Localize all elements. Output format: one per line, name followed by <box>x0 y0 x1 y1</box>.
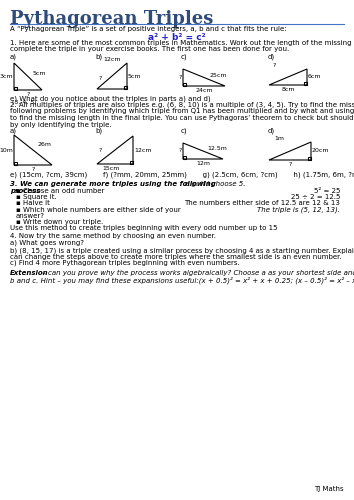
Text: by only identifying the triple.: by only identifying the triple. <box>10 122 112 128</box>
Text: e) What do you notice about the triples in parts a) and d): e) What do you notice about the triples … <box>10 95 211 102</box>
Text: ?: ? <box>99 76 102 80</box>
Text: ▪ Which whole numbers are either side of your: ▪ Which whole numbers are either side of… <box>16 206 181 212</box>
Text: answer?: answer? <box>16 213 45 219</box>
Text: 5cm: 5cm <box>33 71 46 76</box>
Text: 20cm: 20cm <box>312 148 330 154</box>
Text: a) What goes wrong?: a) What goes wrong? <box>10 240 84 246</box>
Text: 12cm: 12cm <box>103 57 121 62</box>
Text: ▪ Halve it: ▪ Halve it <box>16 200 50 206</box>
Text: b): b) <box>95 128 102 134</box>
Text: c): c) <box>181 53 188 60</box>
Text: 15cm: 15cm <box>102 166 120 171</box>
Text: 26m: 26m <box>37 142 51 148</box>
Text: b): b) <box>95 53 102 60</box>
Text: 6cm: 6cm <box>308 74 321 80</box>
Text: Pythagorean Triples: Pythagorean Triples <box>10 10 213 28</box>
Text: 12cm: 12cm <box>134 148 152 152</box>
Text: 8cm: 8cm <box>281 87 295 92</box>
Text: ?: ? <box>273 63 276 68</box>
Text: d): d) <box>268 128 275 134</box>
Text: e) (15cm, ?cm, 39cm)       f) (?mm, 20mm, 25mm)       g) (2.5cm, 6cm, ?cm)      : e) (15cm, ?cm, 39cm) f) (?mm, 20mm, 25mm… <box>10 171 354 177</box>
Text: 12m: 12m <box>196 161 210 166</box>
Text: – can you prove why the process works algebraically? Choose a as your shortest s: – can you prove why the process works al… <box>40 270 354 276</box>
Text: ?: ? <box>31 167 35 172</box>
Text: TJ Maths: TJ Maths <box>314 486 344 492</box>
Text: 12.5m: 12.5m <box>207 146 227 152</box>
Text: 24cm: 24cm <box>195 88 213 93</box>
Text: a): a) <box>10 128 17 134</box>
Text: d): d) <box>268 53 275 60</box>
Text: ?: ? <box>179 148 182 154</box>
Text: c) Find 4 more Pythagorean triples beginning with even numbers.: c) Find 4 more Pythagorean triples begin… <box>10 260 240 266</box>
Text: ▪ Choose an odd number: ▪ Choose an odd number <box>16 188 104 194</box>
Text: process: process <box>10 188 40 194</box>
Text: Extension: Extension <box>10 270 48 276</box>
Text: ?: ? <box>26 92 30 97</box>
Text: b) (8, 15, 17) is a triple created using a similar process by choosing 4 as a st: b) (8, 15, 17) is a triple created using… <box>10 247 354 254</box>
Text: b and c. Hint – you may find these expansions useful:(x + 0.5)² = x² + x + 0.25;: b and c. Hint – you may find these expan… <box>10 276 354 284</box>
Text: 1m: 1m <box>274 136 284 141</box>
Text: Use this method to create triples beginning with every odd number up to 15: Use this method to create triples beginn… <box>10 225 278 231</box>
Text: a² + b² = c²: a² + b² = c² <box>148 34 206 42</box>
Text: 1. Here are some of the most common triples in Mathematics. Work out the length : 1. Here are some of the most common trip… <box>10 40 354 46</box>
Text: e.g. If I choose 5.: e.g. If I choose 5. <box>185 181 246 187</box>
Text: ▪ Square it.: ▪ Square it. <box>16 194 57 200</box>
Text: to find the missing length in the final triple. You can use Pythagoras’ theorem : to find the missing length in the final … <box>10 115 354 121</box>
Text: 2. All multiples of triples are also triples e.g. (6, 8, 10) is a multiple of (3: 2. All multiples of triples are also tri… <box>10 102 354 108</box>
Text: (3, 4, 5): (3, 4, 5) <box>12 100 36 105</box>
Text: can change the steps above to create more triples where the smallest side is an : can change the steps above to create mor… <box>10 254 342 260</box>
Text: ?: ? <box>288 162 292 167</box>
Text: complete the triple in your exercise books. The first one has been done for you.: complete the triple in your exercise boo… <box>10 46 289 52</box>
Text: A “Pythagorean Triple” is a set of positive integers, a, b and c that fits the r: A “Pythagorean Triple” is a set of posit… <box>10 26 287 32</box>
Text: 25cm: 25cm <box>209 73 227 78</box>
Text: c): c) <box>181 128 188 134</box>
Text: ▪ Write down your triple.: ▪ Write down your triple. <box>16 219 103 225</box>
Text: 5cm: 5cm <box>128 74 142 78</box>
Text: 3. We can generate more triples using the following: 3. We can generate more triples using th… <box>10 181 216 187</box>
Text: 10m: 10m <box>0 148 13 152</box>
Text: 5² = 25: 5² = 25 <box>314 188 340 194</box>
Text: 25 ÷ 2 = 12.5: 25 ÷ 2 = 12.5 <box>291 194 340 200</box>
Text: 4. Now try the same method by choosing an even number.: 4. Now try the same method by choosing a… <box>10 233 216 239</box>
Text: 3cm: 3cm <box>0 74 13 79</box>
Text: ?: ? <box>99 148 102 152</box>
Text: The numbers either side of 12.5 are 12 & 13: The numbers either side of 12.5 are 12 &… <box>184 200 340 206</box>
Text: The triple is (5, 12, 13).: The triple is (5, 12, 13). <box>257 206 340 213</box>
Text: following problems by identifying which triple from Q1 has been multiplied and b: following problems by identifying which … <box>10 108 354 114</box>
Text: ?: ? <box>179 75 182 80</box>
Text: a): a) <box>10 53 17 60</box>
